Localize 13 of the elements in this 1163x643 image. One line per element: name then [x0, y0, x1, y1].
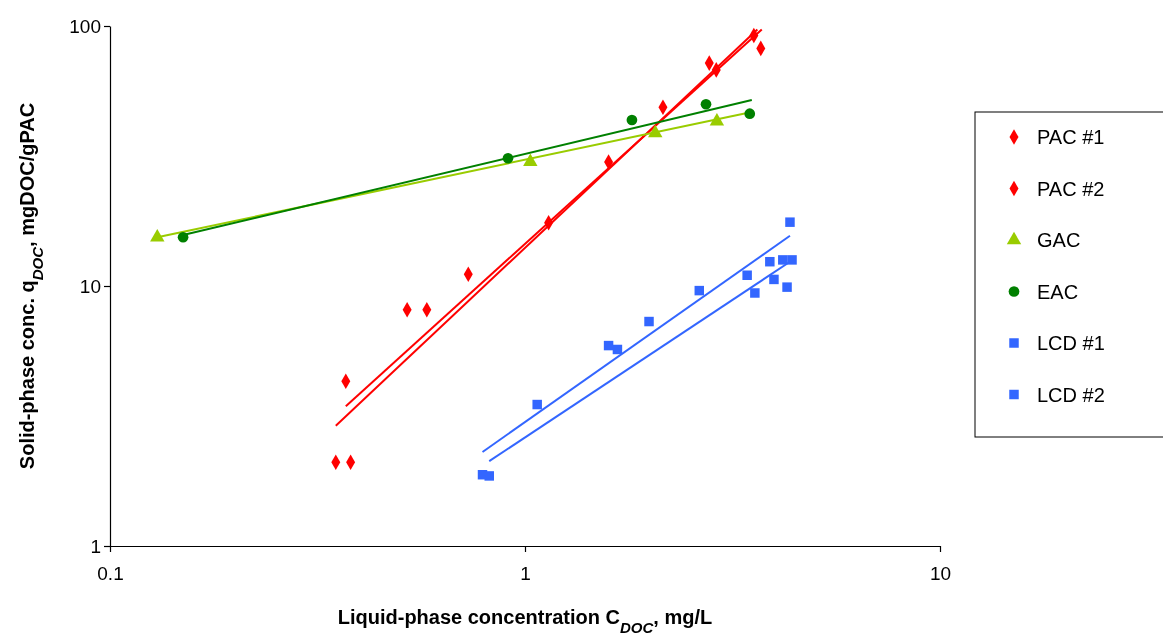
- y-tick-label: 100: [69, 15, 101, 37]
- x-tick-label: 0.1: [97, 562, 124, 584]
- y-tick-label: 10: [79, 275, 101, 297]
- x-tick-label: 1: [520, 562, 531, 584]
- legend-label: PAC #2: [1037, 177, 1105, 200]
- legend-label: GAC: [1037, 229, 1081, 251]
- legend-label: EAC: [1037, 280, 1079, 303]
- legend-label: LCD #1: [1037, 332, 1105, 354]
- x-axis-title: Liquid-phase concentration C$_{DOC}$, mg/L: [337, 606, 713, 636]
- x-tick-label: 10: [929, 562, 952, 584]
- y-tick-label: 1: [90, 535, 101, 557]
- legend-label: LCD #2: [1037, 383, 1105, 406]
- legend-label: PAC #1: [1037, 126, 1105, 148]
